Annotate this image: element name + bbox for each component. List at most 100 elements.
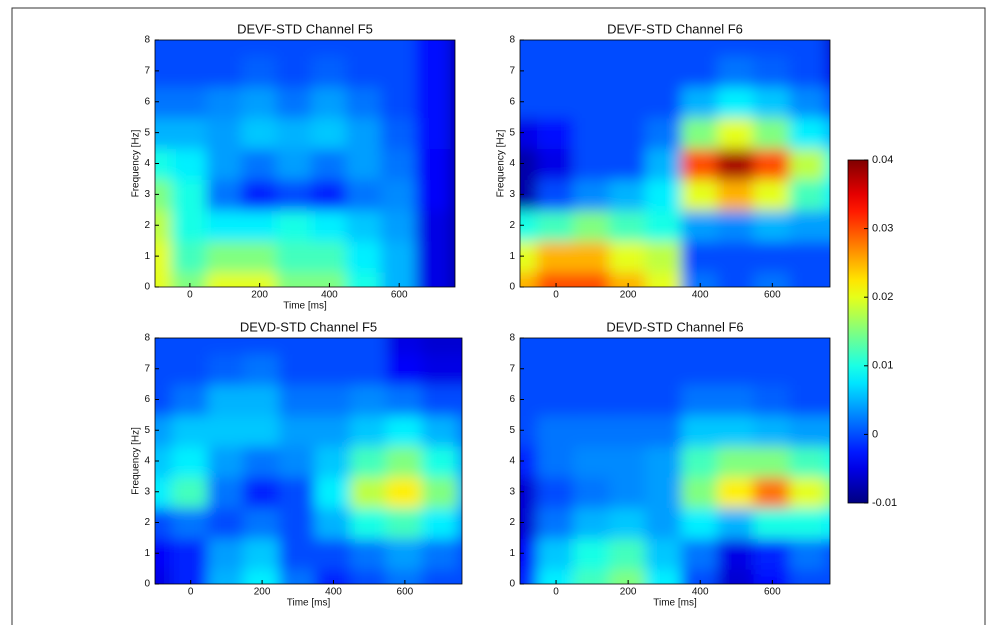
cell — [537, 208, 576, 242]
x-tick-label: 600 — [397, 587, 414, 598]
cell — [386, 383, 424, 416]
cell — [386, 352, 424, 386]
cell — [386, 444, 424, 478]
y-tick-label: 3 — [144, 189, 150, 200]
cell — [717, 413, 756, 447]
cell — [789, 208, 828, 242]
cell — [753, 270, 792, 287]
cell — [645, 208, 684, 242]
colorbar — [847, 159, 869, 504]
cell — [350, 567, 389, 584]
cell — [207, 567, 246, 584]
cell — [537, 338, 576, 355]
cell — [825, 54, 830, 88]
cell — [276, 54, 313, 88]
cell — [241, 208, 279, 242]
cell — [310, 85, 348, 119]
cell — [241, 239, 279, 273]
cell — [386, 506, 424, 539]
cell — [207, 338, 246, 355]
y-tick-label: 7 — [509, 363, 515, 374]
cell — [789, 475, 828, 509]
cell — [645, 475, 684, 509]
cell — [380, 147, 418, 180]
cell — [520, 383, 540, 416]
cell — [155, 40, 174, 57]
y-tick-label: 5 — [509, 425, 515, 436]
cell — [573, 85, 612, 119]
y-tick-label: 6 — [144, 394, 150, 405]
cell — [241, 270, 279, 287]
cell — [350, 352, 389, 386]
cell — [314, 475, 353, 509]
cell — [681, 567, 720, 584]
cell — [789, 338, 828, 355]
cell — [155, 413, 174, 447]
cell — [171, 239, 209, 273]
cell — [386, 567, 424, 584]
cell — [207, 475, 246, 509]
chart-title: DEVF-STD Channel F5 — [237, 21, 373, 36]
cell — [421, 475, 460, 509]
cell — [206, 208, 244, 242]
cell — [421, 444, 460, 478]
cell — [520, 116, 540, 150]
cell — [206, 147, 244, 180]
frame — [11, 7, 986, 625]
y-tick-label: 1 — [509, 548, 515, 559]
cell — [825, 116, 830, 150]
y-axis-label: Frequency [Hz] — [131, 129, 142, 197]
field — [155, 338, 462, 584]
cell — [241, 177, 279, 211]
cell — [753, 413, 792, 447]
cell — [310, 270, 348, 287]
colorbar-tick-label: 0.01 — [872, 360, 893, 372]
x-tick-label: 400 — [692, 290, 709, 301]
cell — [645, 85, 684, 119]
cell — [753, 567, 792, 584]
cell — [415, 208, 453, 242]
cell — [609, 54, 648, 88]
cell — [310, 239, 348, 273]
plot-area — [155, 40, 455, 287]
cell — [314, 383, 353, 416]
cell — [207, 413, 246, 447]
cell — [753, 85, 792, 119]
cell — [609, 147, 648, 180]
cell — [609, 352, 648, 386]
cell — [681, 208, 720, 242]
cell — [350, 475, 389, 509]
y-tick-label: 6 — [509, 96, 515, 107]
cell — [609, 85, 648, 119]
cell — [645, 567, 684, 584]
y-tick-label: 8 — [509, 333, 515, 344]
y-tick-label: 8 — [509, 35, 515, 46]
cell — [206, 177, 244, 211]
cell — [645, 116, 684, 150]
cell — [450, 54, 455, 88]
cell — [753, 208, 792, 242]
cell — [681, 147, 720, 180]
cell — [573, 270, 612, 287]
cell — [789, 147, 828, 180]
colorbar-tick-label: 0.02 — [872, 291, 893, 303]
cell — [789, 40, 828, 57]
cell — [457, 536, 462, 570]
cell — [717, 383, 756, 416]
cell — [681, 383, 720, 416]
y-tick-label: 0 — [509, 282, 515, 293]
cell — [314, 413, 353, 447]
cell — [171, 383, 210, 416]
y-tick-label: 4 — [144, 158, 150, 169]
cell — [278, 338, 317, 355]
cell — [450, 147, 455, 180]
cell — [171, 208, 209, 242]
cell — [457, 506, 462, 539]
y-tick-label: 2 — [509, 517, 515, 528]
cell — [276, 85, 313, 119]
cell — [457, 383, 462, 416]
y-tick-label: 0 — [144, 282, 150, 293]
cell — [645, 177, 684, 211]
cell — [450, 208, 455, 242]
